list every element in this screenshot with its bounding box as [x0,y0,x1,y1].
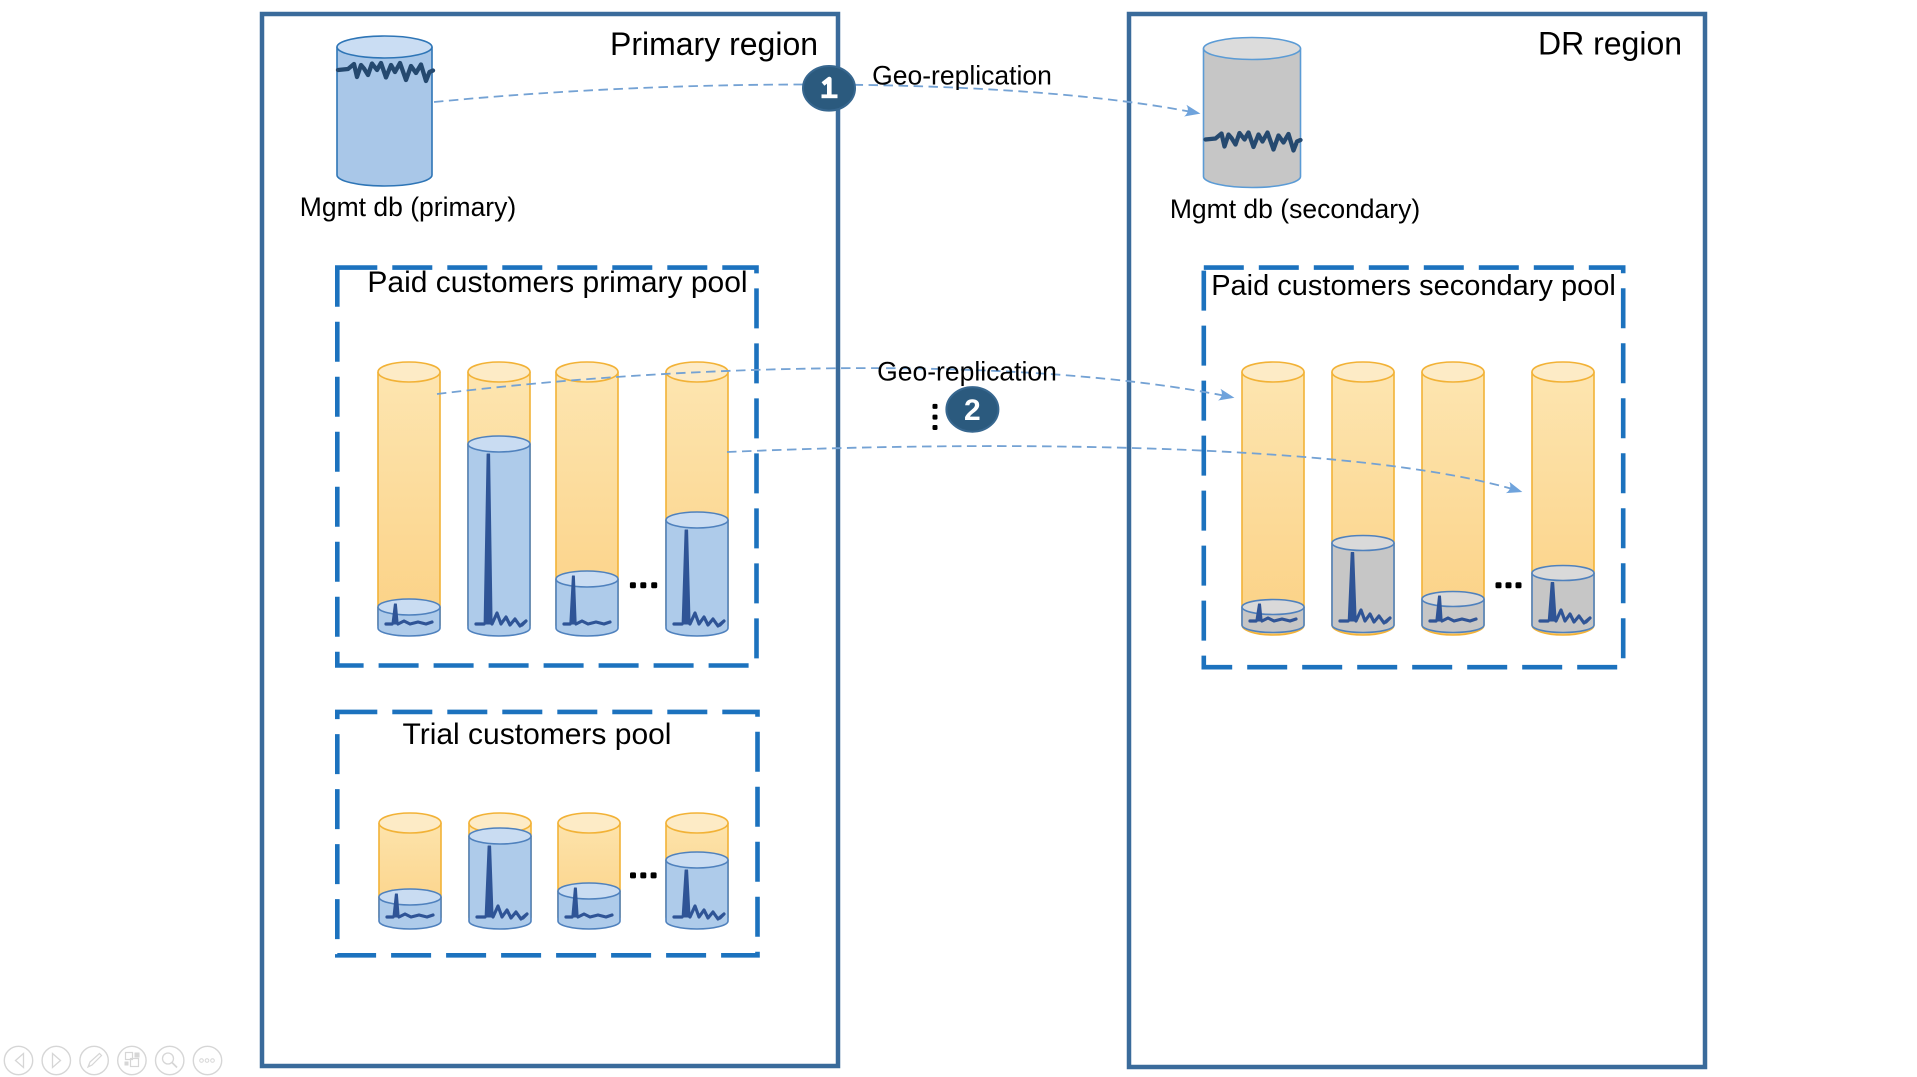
svg-text:Primary region: Primary region [610,26,818,62]
svg-text:Paid customers secondary pool: Paid customers secondary pool [1211,270,1616,302]
svg-text:Mgmt db (primary): Mgmt db (primary) [300,192,516,222]
svg-text:Mgmt db (secondary): Mgmt db (secondary) [1170,194,1420,224]
svg-text:DR region: DR region [1538,26,1682,62]
svg-text:Geo-replication: Geo-replication [872,61,1052,91]
svg-text:Trial customers pool: Trial customers pool [403,718,672,751]
svg-text:Paid customers primary pool: Paid customers primary pool [367,266,747,299]
svg-text:Geo-replication: Geo-replication [877,357,1057,387]
svg-text:2: 2 [964,394,981,427]
